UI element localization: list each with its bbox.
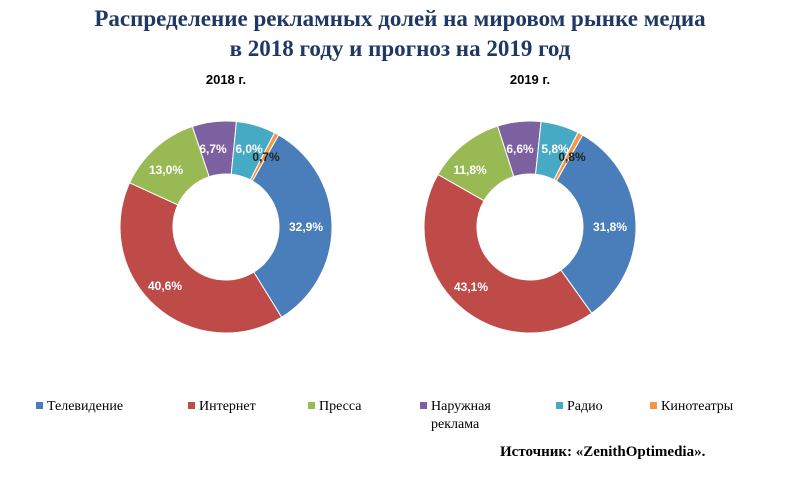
legend-label: Пресса	[319, 399, 362, 414]
legend-item-2: Интернет	[188, 398, 256, 416]
data-label-радио: 5,8%	[541, 142, 569, 156]
slice-кинотеатры	[249, 132, 280, 182]
chart-title-line2: в 2018 году и прогноз на 2019 год	[229, 36, 571, 61]
legend-swatch	[36, 402, 43, 409]
legend-label: Наружная реклама	[431, 399, 491, 432]
data-label-пресса: 13,0%	[149, 163, 183, 177]
data-label-телевидение: 32,9%	[289, 220, 323, 234]
slice-интернет	[119, 182, 283, 334]
legend-swatch	[650, 402, 657, 409]
chart-title: Распределение рекламных долей на мировом…	[0, 4, 800, 64]
charts-layer: 2018 г. 32,9% 40,6% 13,0% 6,7% 6,0%0,7% 2019 г…	[119, 72, 637, 334]
data-label-наружная-реклама: 6,6%	[506, 142, 534, 156]
donut-title: 2019 г.	[510, 72, 550, 87]
legend-swatch	[308, 402, 315, 409]
data-label-радио: 6,0%	[235, 142, 263, 156]
legend-item-5: Радио	[556, 398, 603, 416]
data-label-кинотеатры: 0,7%	[252, 150, 280, 164]
legend-swatch	[420, 402, 427, 409]
legend-item-1: Телевидение	[36, 398, 123, 416]
donut-chart-2018: 2018 г. 32,9% 40,6% 13,0% 6,7% 6,0%0,7%	[119, 72, 333, 334]
legend-label: Интернет	[199, 399, 256, 414]
data-label-пресса: 11,8%	[453, 163, 487, 177]
slice-кинотеатры	[553, 131, 584, 182]
data-label-интернет: 40,6%	[148, 279, 182, 293]
slice-телевидение	[555, 134, 637, 314]
data-label-телевидение: 31,8%	[593, 220, 627, 234]
legend-item-6: Кинотеатры	[650, 398, 733, 416]
data-label-наружная-реклама: 6,7%	[199, 142, 227, 156]
donut-chart-2019: 2019 г. 31,8% 43,1% 11,8% 6,6% 5,8%0,8%	[423, 72, 637, 334]
data-label-интернет: 43,1%	[454, 280, 488, 294]
legend-swatch	[188, 402, 195, 409]
data-label-кинотеатры: 0,8%	[558, 150, 586, 164]
donut-title: 2018 г.	[206, 72, 246, 87]
legend-swatch	[556, 402, 563, 409]
donut-charts: 2018 г. 32,9% 40,6% 13,0% 6,7% 6,0%0,7% 2019 г…	[119, 72, 637, 334]
slice-телевидение	[251, 134, 333, 318]
legend-label: Радио	[567, 399, 603, 414]
legend-item-3: Пресса	[308, 398, 362, 416]
legend-label: Кинотеатры	[661, 399, 734, 414]
legend-item-4: Наружная реклама	[420, 398, 521, 434]
legend-label: Телевидение	[47, 399, 124, 414]
legend: Телевидение Интернет Пресса Наружная реклам…	[36, 398, 776, 438]
source-note: Источник: «ZenithOptimedia».	[500, 444, 706, 460]
slice-интернет	[423, 173, 593, 334]
chart-title-line1: Распределение рекламных долей на мировом…	[94, 6, 706, 31]
